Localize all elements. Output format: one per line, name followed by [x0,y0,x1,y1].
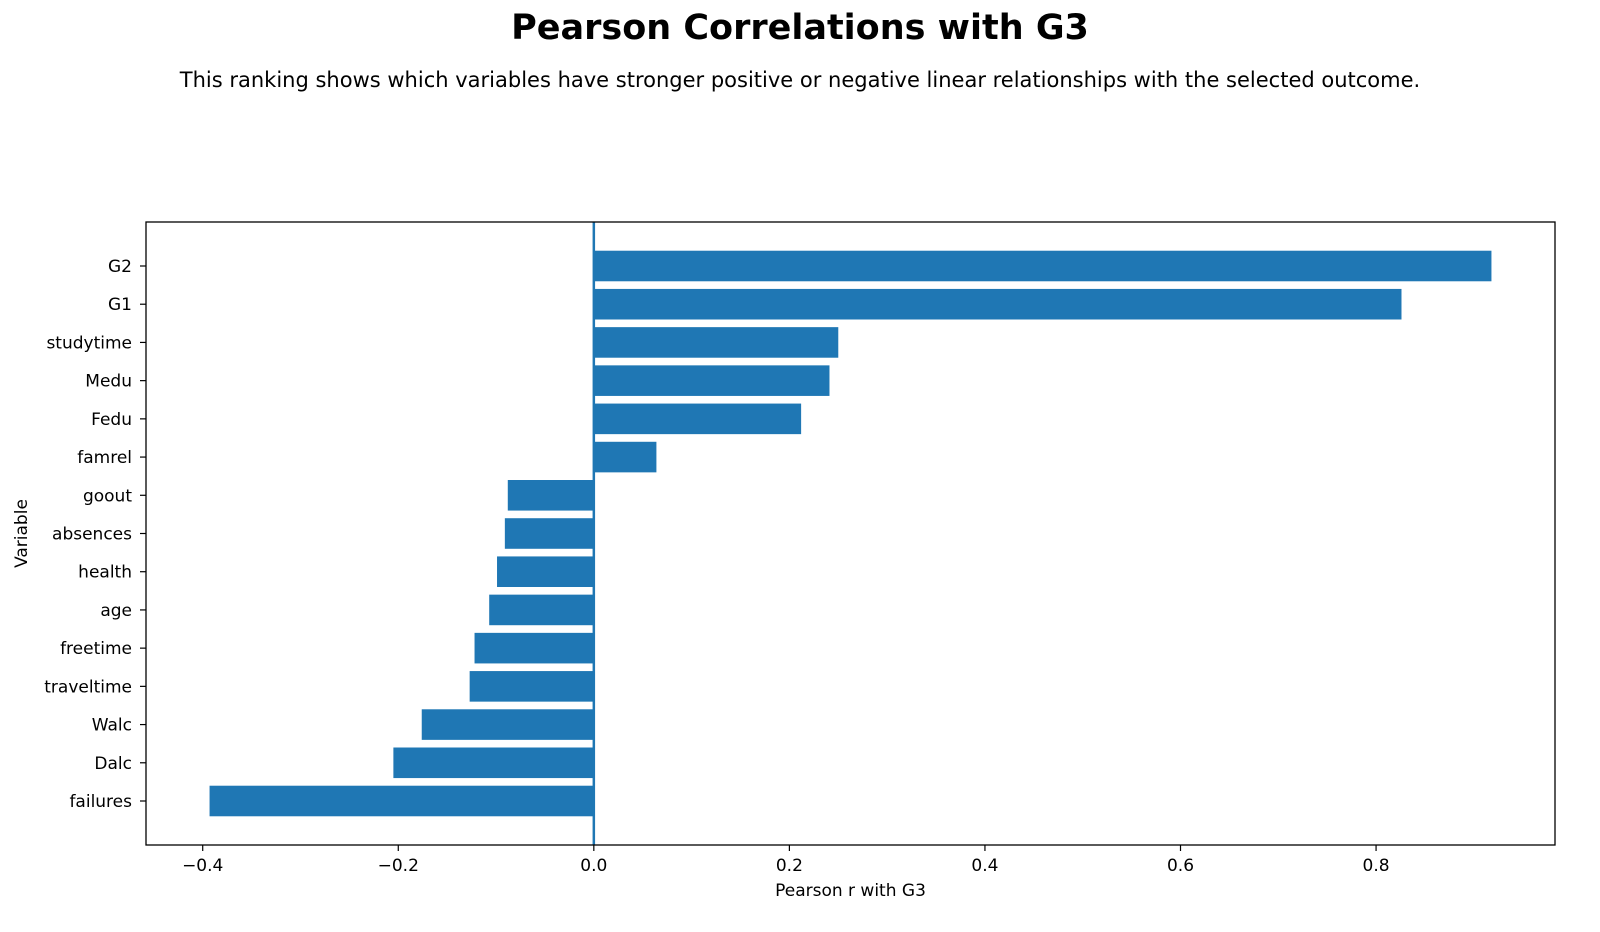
y-tick-label: famrel [77,448,132,468]
bar-G2 [593,250,1492,282]
bar-freetime [474,632,594,664]
y-tick-label: traveltime [44,677,132,697]
y-tick-label: goout [83,486,132,506]
y-axis-label: Variable [12,499,32,568]
y-tick-label: G1 [108,295,132,315]
bar-goout [507,480,594,511]
y-tick-label: Dalc [94,754,132,774]
bars-group [209,250,1492,817]
bar-Dalc [393,747,594,779]
bar-famrel [593,441,657,473]
bar-Medu [593,365,830,396]
x-tick-label: 0.8 [1363,856,1390,876]
bar-studytime [593,327,839,358]
x-axis-ticks: −0.4 −0.2 0.0 0.2 0.4 0.6 0.8 [182,845,1390,876]
x-tick-label: −0.4 [182,856,223,876]
bar-failures [209,785,594,817]
x-tick-label: −0.2 [378,856,419,876]
bar-traveltime [469,671,594,702]
bar-age [489,594,594,626]
x-tick-label: 0.0 [580,856,607,876]
y-tick-label: failures [69,792,132,812]
x-tick-label: 0.2 [776,856,803,876]
bar-health [497,556,594,587]
x-axis-label: Pearson r with G3 [775,881,926,901]
y-tick-label: studytime [46,333,132,353]
y-tick-label: Medu [85,372,132,392]
bar-absences [504,518,594,549]
y-tick-label: health [78,563,132,583]
x-tick-label: 0.6 [1167,856,1194,876]
y-tick-label: G2 [108,257,132,277]
y-tick-label: freetime [60,639,132,659]
bar-G1 [593,288,1402,320]
y-tick-label: age [100,601,132,621]
y-tick-label: absences [52,525,132,545]
y-axis-ticks: G2 G1 studytime Medu Fedu famrel goout absences… [44,257,146,812]
bar-Walc [421,709,594,740]
chart-title: Pearson Correlations with G3 [511,8,1089,48]
x-tick-label: 0.4 [971,856,998,876]
bar-Fedu [593,403,802,435]
chart-subtitle: This ranking shows which variables have … [179,68,1421,92]
y-tick-label: Walc [92,716,132,736]
y-tick-label: Fedu [91,410,132,430]
